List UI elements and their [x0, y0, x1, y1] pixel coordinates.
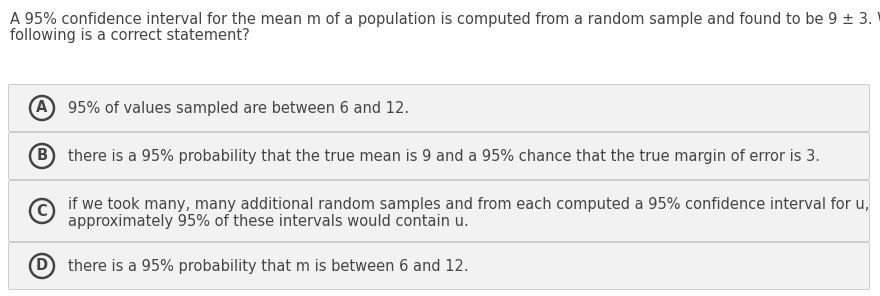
Text: following is a correct statement?: following is a correct statement? — [10, 28, 250, 43]
Text: C: C — [37, 204, 48, 218]
Text: D: D — [36, 258, 48, 274]
Text: A: A — [36, 101, 48, 115]
FancyBboxPatch shape — [9, 181, 869, 242]
FancyBboxPatch shape — [9, 133, 869, 179]
FancyBboxPatch shape — [9, 84, 869, 131]
Text: A 95% confidence interval for the mean m of a population is computed from a rand: A 95% confidence interval for the mean m… — [10, 12, 880, 27]
Text: approximately 95% of these intervals would contain u.: approximately 95% of these intervals wou… — [68, 214, 469, 229]
Text: there is a 95% probability that the true mean is 9 and a 95% chance that the tru: there is a 95% probability that the true… — [68, 149, 820, 163]
Text: 95% of values sampled are between 6 and 12.: 95% of values sampled are between 6 and … — [68, 101, 409, 115]
Text: there is a 95% probability that m is between 6 and 12.: there is a 95% probability that m is bet… — [68, 258, 469, 274]
Text: if we took many, many additional random samples and from each computed a 95% con: if we took many, many additional random … — [68, 197, 869, 212]
FancyBboxPatch shape — [9, 242, 869, 289]
Text: B: B — [36, 149, 48, 163]
